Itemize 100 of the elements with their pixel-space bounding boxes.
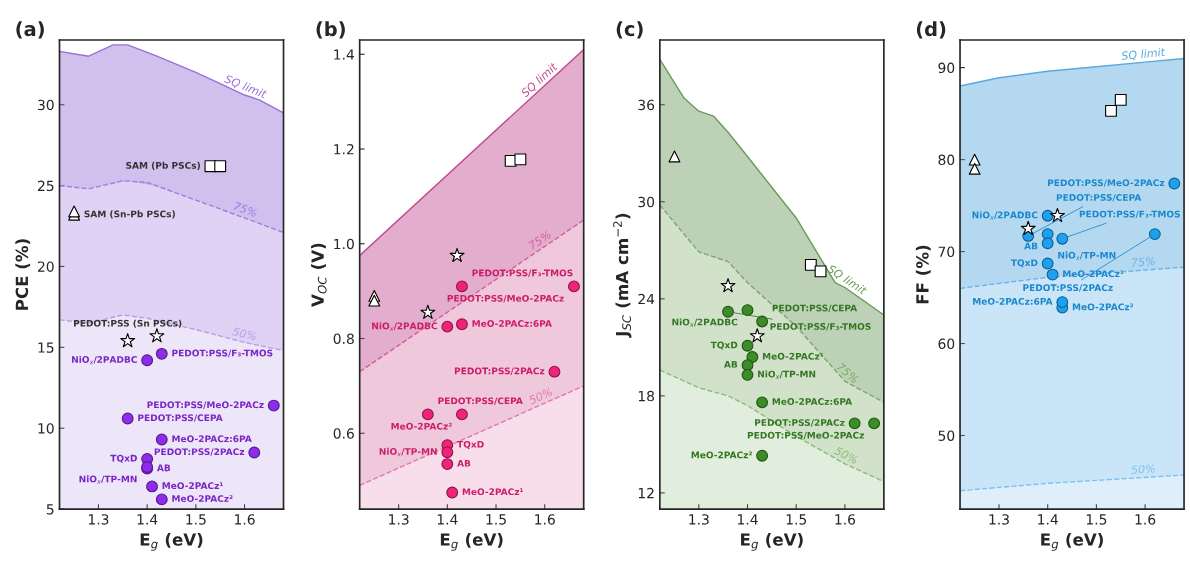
y-tick-label: 60: [938, 338, 955, 350]
annotation: SAM (Sn-Pb PSCs): [84, 210, 175, 219]
annotation: MeO-2PACz:6PA: [772, 398, 853, 405]
x-tick-label: 1.6: [1135, 514, 1156, 525]
annotation: PEDOT:PSS (Sn PSCs): [74, 319, 182, 328]
annotation: MeO-2PACz¹: [162, 482, 223, 490]
x-tick-label: 1.6: [835, 514, 856, 525]
annotation: MeO-2PACz²: [172, 495, 233, 502]
y-tick-label: 36: [638, 99, 655, 111]
annotation: PEDOT:PSS/CEPA: [438, 397, 523, 405]
y-tick-label: 20: [37, 261, 54, 272]
annotation: AB: [723, 361, 738, 368]
annotation: MeO-2PACz:6PA: [472, 320, 552, 327]
annotation: PEDOT:PSS/F₃-TMOS: [770, 323, 871, 331]
annotation: MeO-2PACz²: [1072, 303, 1134, 311]
annotation: AB: [156, 464, 171, 472]
y-tick-label: 12: [638, 487, 654, 499]
x-tick-label: 1.6: [235, 514, 255, 525]
x-tick-label: 1.4: [437, 514, 458, 525]
x-axis-title: E$_{g}$ (eV): [140, 532, 203, 551]
y-tick-label: 1.2: [334, 143, 354, 155]
annotation: TQxD: [710, 341, 738, 350]
annotation: NiO$_{x}$/TP-MN: [79, 475, 137, 484]
x-tick-label: 1.4: [738, 514, 758, 525]
annotation: PEDOT:PSS/MeO-2PACz: [147, 401, 264, 409]
y-axis-title: FF (%): [915, 245, 931, 304]
x-tick-label: 1.3: [989, 514, 1009, 525]
x-tick-label: 1.4: [137, 514, 158, 525]
y-axis-title: J$_{SC}$ (mA cm$^{−2}$): [613, 213, 632, 338]
y-axis-title: PCE (%): [15, 239, 31, 310]
annotation: NiO$_{x}$/2PADBC: [972, 211, 1038, 220]
y-tick-label: 25: [37, 180, 54, 192]
annotation: NiO$_{x}$/TP-MN: [758, 370, 816, 379]
annotation: MeO-2PACz¹: [762, 352, 824, 360]
series-label: 50%: [1130, 464, 1155, 474]
annotation: TQxD: [1010, 259, 1038, 268]
y-tick-label: 90: [938, 62, 955, 74]
annotation: PEDOT:PSS/2PACz: [154, 448, 245, 456]
annotation: TQxD: [110, 454, 137, 463]
x-tick-label: 1.5: [1086, 514, 1107, 525]
series-label: 75%: [1131, 256, 1155, 267]
x-tick-label: 1.5: [486, 514, 506, 525]
x-tick-label: 1.3: [689, 514, 709, 525]
chart-title: (b): [316, 21, 345, 39]
y-axis-title: V$_{OC}$ (V): [311, 243, 327, 307]
y-tick-label: 0.8: [333, 333, 354, 344]
y-tick-label: 18: [638, 390, 655, 402]
text: SQ limit: [223, 74, 268, 100]
annotation: PEDOT:PSS/2PACz: [454, 367, 545, 376]
annotation: AB: [1024, 242, 1038, 250]
x-tick-label: 1.3: [88, 514, 109, 525]
annotation: PEDOT:PSS/CEPA: [772, 304, 858, 313]
annotation: PEDOT:PSS/2PACz: [1023, 284, 1113, 292]
x-tick-label: 1.4: [1038, 514, 1058, 525]
annotation: PEDOT:PSS/F₃-TMOS: [472, 269, 573, 278]
annotation: NiO$_{x}$/2PADBC: [372, 322, 438, 331]
chart-title: (a): [16, 21, 44, 39]
x-tick-label: 1.6: [535, 514, 555, 525]
annotation: NiO$_{x}$/TP-MN: [379, 447, 437, 457]
y-tick-label: 50: [938, 430, 955, 441]
annotation: SAM (Pb PSCs): [126, 161, 200, 170]
y-tick-label: 30: [38, 99, 54, 111]
annotation: PEDOT:PSS/MeO-2PACz: [1048, 179, 1165, 187]
annotation: PEDOT:PSS/F₃-TMOS: [1079, 210, 1180, 219]
text: 50%: [528, 387, 553, 405]
x-tick-label: 1.3: [389, 514, 409, 525]
annotation: MeO-2PACz²: [391, 422, 452, 430]
y-tick-label: 15: [38, 342, 54, 353]
annotation: PEDOT:PSS/CEPA: [138, 414, 223, 422]
annotation: PEDOT:PSS/CEPA: [1056, 194, 1142, 202]
annotation: MeO-2PACz:6PA: [172, 435, 252, 443]
annotation: TQxD: [457, 440, 484, 449]
x-tick-label: 1.5: [186, 514, 206, 525]
annotation: MeO-2PACz¹: [462, 488, 524, 496]
x-axis-title: E$_{g}$ (eV): [1041, 532, 1103, 551]
y-tick-label: 30: [638, 196, 655, 208]
annotation: AB: [457, 459, 471, 467]
chart-title: (d): [916, 21, 946, 39]
annotation: NiO$_{x}$/2PADBC: [72, 355, 137, 365]
x-axis-title: E$_{g}$ (eV): [440, 532, 503, 551]
annotation: PEDOT:PSS/MeO-2PACz: [447, 294, 564, 303]
annotation: MeO-2PACz:6PA: [973, 297, 1053, 305]
y-tick-label: 1.4: [334, 49, 355, 60]
y-tick-label: 5: [46, 504, 54, 515]
text: 75%: [233, 201, 258, 218]
annotation: MeO-2PACz²: [691, 451, 752, 459]
y-tick-label: 80: [938, 154, 955, 166]
annotation: NiO$_{x}$/2PADBC: [672, 318, 738, 327]
y-tick-label: 70: [938, 246, 955, 258]
x-axis-title: E$_{g}$ (eV): [741, 532, 803, 551]
text: SQ limit: [1120, 47, 1166, 62]
annotation: PEDOT:PSS/F₃-TMOS: [172, 349, 273, 358]
x-tick-label: 1.5: [786, 514, 807, 525]
y-tick-label: 10: [38, 423, 54, 434]
annotation: PEDOT:PSS/MeO-2PACz: [747, 431, 864, 440]
y-tick-label: 0.6: [333, 428, 354, 439]
annotation: PEDOT:PSS/2PACz: [755, 419, 845, 427]
annotation: NiO$_{x}$/TP-MN: [1058, 251, 1116, 260]
chart-title: (c): [616, 21, 643, 39]
text: 50%: [833, 445, 859, 465]
